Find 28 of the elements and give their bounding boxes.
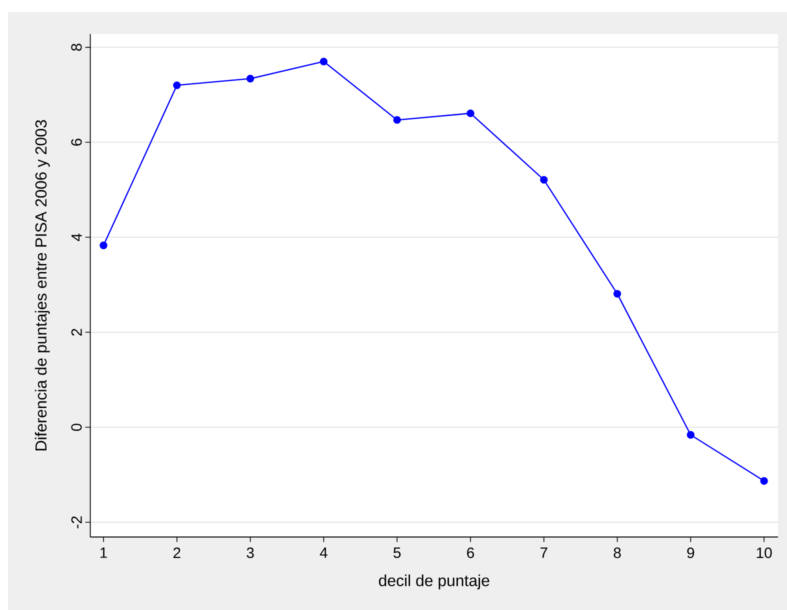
y-tick-label: 6 xyxy=(71,138,82,146)
point xyxy=(613,290,622,298)
x-axis-title: decil de puntaje xyxy=(378,574,490,590)
x-tick-label: 2 xyxy=(174,548,180,558)
x-tick-label: 9 xyxy=(687,548,694,558)
y-tick-label: 8 xyxy=(71,44,82,51)
point xyxy=(466,109,474,118)
point xyxy=(393,116,401,124)
point xyxy=(173,81,181,90)
x-tick-label: 6 xyxy=(467,548,474,558)
y-tick-label: 2 xyxy=(71,328,82,336)
x-tick-label: 5 xyxy=(394,548,401,558)
point xyxy=(686,431,695,439)
x-tick-label: 3 xyxy=(246,548,254,558)
point xyxy=(246,74,254,82)
y-tick-label: 4 xyxy=(72,234,82,242)
y-axis-title: Diferencia de puntajes entre PISA 2006 y 2003 xyxy=(34,120,50,450)
x-tick-label: 1 xyxy=(100,548,107,558)
x-tick-label: 7 xyxy=(540,548,548,558)
x-tick-label: 8 xyxy=(614,548,621,558)
x-tick-label: 10 xyxy=(756,548,772,558)
point xyxy=(540,176,548,184)
x-tick-label: 4 xyxy=(320,548,328,558)
point xyxy=(760,477,768,485)
point xyxy=(100,242,108,250)
y-tick-label: -2 xyxy=(71,516,82,528)
point xyxy=(320,58,328,66)
y-tick-label: 0 xyxy=(71,424,82,431)
